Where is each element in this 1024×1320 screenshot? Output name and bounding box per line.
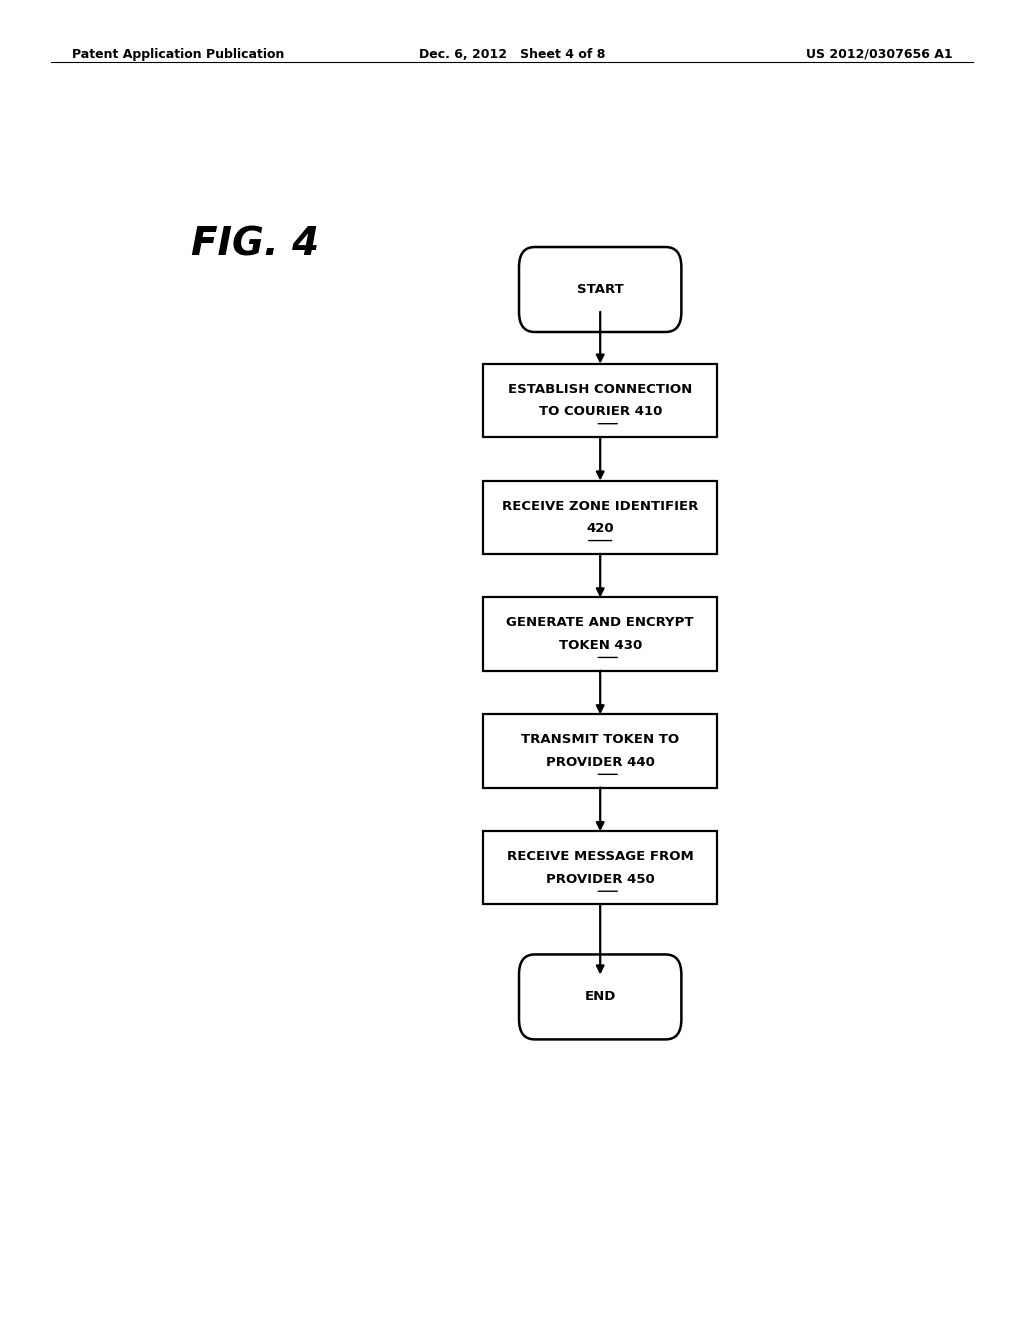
Text: RECEIVE MESSAGE FROM: RECEIVE MESSAGE FROM <box>507 850 693 863</box>
Text: US 2012/0307656 A1: US 2012/0307656 A1 <box>806 48 952 61</box>
Text: START: START <box>577 282 624 296</box>
Text: TRANSMIT TOKEN TO: TRANSMIT TOKEN TO <box>521 734 679 746</box>
Text: Dec. 6, 2012   Sheet 4 of 8: Dec. 6, 2012 Sheet 4 of 8 <box>419 48 605 61</box>
Text: PROVIDER 440: PROVIDER 440 <box>546 755 654 768</box>
Bar <box>483 598 717 671</box>
Text: PROVIDER 450: PROVIDER 450 <box>546 873 654 886</box>
Text: END: END <box>585 990 615 1003</box>
FancyBboxPatch shape <box>519 247 681 333</box>
Bar <box>483 480 717 554</box>
Text: 420: 420 <box>587 521 614 535</box>
Bar <box>483 364 717 437</box>
Text: TO COURIER 410: TO COURIER 410 <box>539 405 662 418</box>
Bar <box>483 832 717 904</box>
FancyBboxPatch shape <box>519 954 681 1039</box>
Text: ESTABLISH CONNECTION: ESTABLISH CONNECTION <box>508 383 692 396</box>
Text: Patent Application Publication: Patent Application Publication <box>72 48 284 61</box>
Text: FIG. 4: FIG. 4 <box>191 226 319 264</box>
Text: RECEIVE ZONE IDENTIFIER: RECEIVE ZONE IDENTIFIER <box>502 499 698 512</box>
Bar <box>483 714 717 788</box>
Text: GENERATE AND ENCRYPT: GENERATE AND ENCRYPT <box>507 616 694 630</box>
Text: TOKEN 430: TOKEN 430 <box>558 639 642 652</box>
